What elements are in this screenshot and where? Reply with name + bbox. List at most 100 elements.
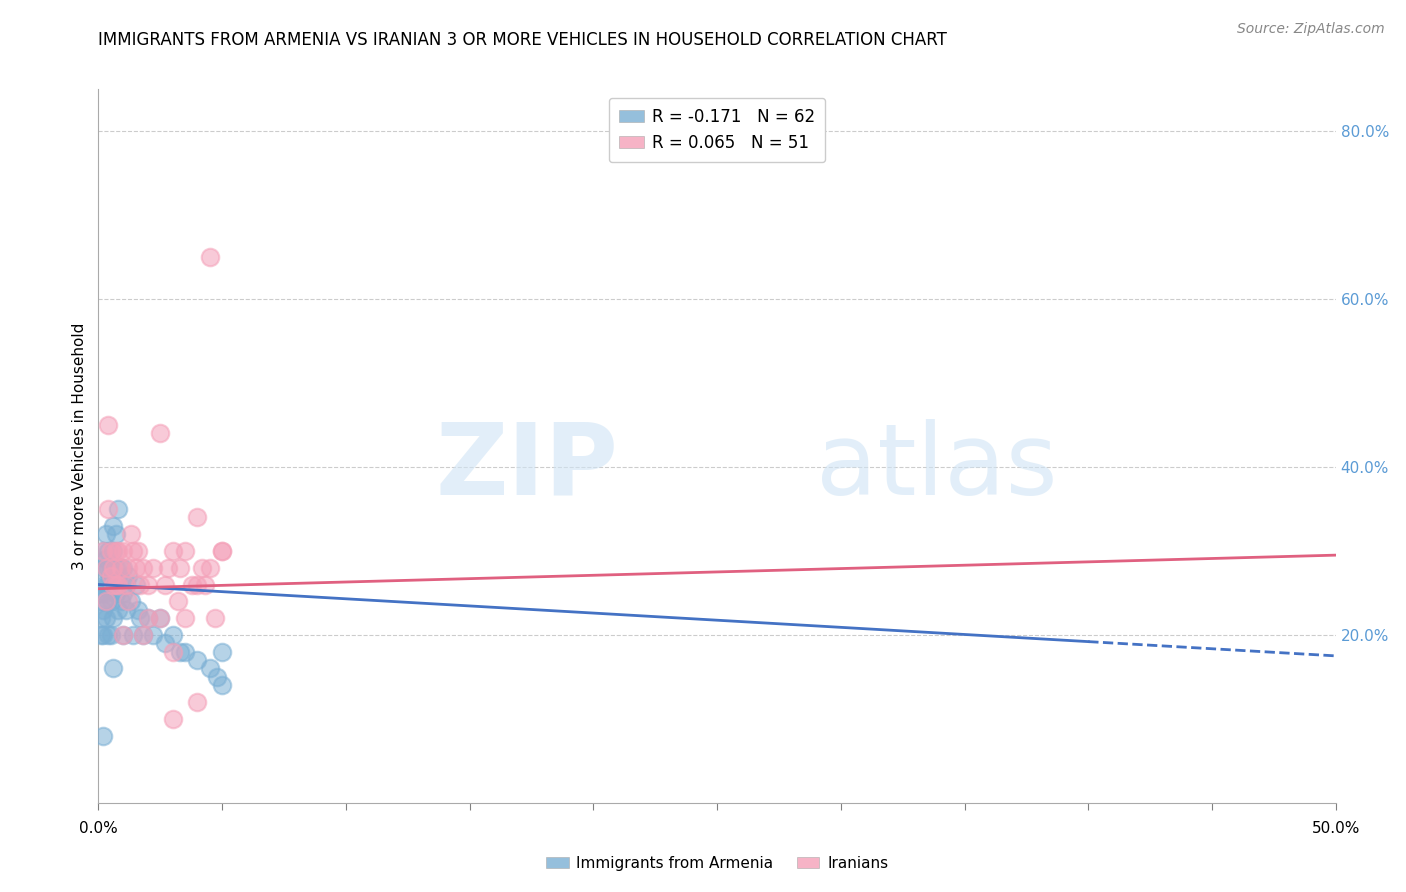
Point bbox=[211, 544, 233, 558]
Point bbox=[93, 544, 115, 558]
Point bbox=[107, 569, 129, 583]
Point bbox=[97, 560, 120, 574]
Point bbox=[97, 628, 120, 642]
Point bbox=[100, 560, 122, 574]
Point bbox=[104, 560, 127, 574]
Point bbox=[94, 560, 117, 574]
Point bbox=[94, 611, 117, 625]
Point bbox=[103, 611, 125, 625]
Point bbox=[120, 527, 142, 541]
Point bbox=[132, 560, 155, 574]
Point bbox=[129, 611, 152, 625]
Point bbox=[149, 426, 172, 441]
Point bbox=[100, 577, 122, 591]
Text: Source: ZipAtlas.com: Source: ZipAtlas.com bbox=[1237, 22, 1385, 37]
Point bbox=[112, 628, 135, 642]
Point bbox=[93, 603, 115, 617]
Point bbox=[97, 502, 120, 516]
Point bbox=[117, 560, 139, 574]
Text: atlas: atlas bbox=[815, 419, 1057, 516]
Point bbox=[142, 628, 165, 642]
Point bbox=[174, 611, 197, 625]
Point bbox=[186, 510, 208, 524]
Point bbox=[181, 577, 204, 591]
Point bbox=[103, 569, 125, 583]
Point bbox=[136, 577, 159, 591]
Point bbox=[94, 577, 117, 591]
Point bbox=[110, 560, 132, 574]
Point bbox=[169, 645, 191, 659]
Point bbox=[162, 628, 184, 642]
Point bbox=[198, 250, 221, 264]
Point bbox=[155, 577, 177, 591]
Point bbox=[103, 518, 125, 533]
Point bbox=[104, 527, 127, 541]
Point bbox=[211, 645, 233, 659]
Point bbox=[149, 611, 172, 625]
Point bbox=[107, 502, 129, 516]
Point bbox=[110, 560, 132, 574]
Point bbox=[94, 527, 117, 541]
Point bbox=[112, 586, 135, 600]
Point bbox=[136, 611, 159, 625]
Point bbox=[103, 577, 125, 591]
Point bbox=[194, 577, 217, 591]
Point bbox=[103, 560, 125, 574]
Point bbox=[191, 560, 214, 574]
Point bbox=[117, 569, 139, 583]
Point bbox=[211, 544, 233, 558]
Point bbox=[93, 594, 115, 608]
Point bbox=[211, 678, 233, 692]
Point bbox=[142, 560, 165, 574]
Text: 50.0%: 50.0% bbox=[1312, 821, 1360, 836]
Point bbox=[166, 594, 188, 608]
Point bbox=[112, 560, 135, 574]
Point bbox=[162, 645, 184, 659]
Point bbox=[107, 603, 129, 617]
Point bbox=[162, 712, 184, 726]
Point bbox=[127, 544, 149, 558]
Point bbox=[122, 628, 145, 642]
Point bbox=[124, 577, 146, 591]
Point bbox=[97, 544, 120, 558]
Point bbox=[94, 594, 117, 608]
Legend: Immigrants from Armenia, Iranians: Immigrants from Armenia, Iranians bbox=[540, 850, 894, 877]
Point bbox=[114, 577, 136, 591]
Point bbox=[122, 544, 145, 558]
Y-axis label: 3 or more Vehicles in Household: 3 or more Vehicles in Household bbox=[72, 322, 87, 570]
Point bbox=[100, 569, 122, 583]
Point bbox=[107, 577, 129, 591]
Point bbox=[186, 653, 208, 667]
Point bbox=[97, 594, 120, 608]
Point bbox=[204, 611, 226, 625]
Point bbox=[162, 544, 184, 558]
Point bbox=[90, 628, 112, 642]
Point bbox=[93, 729, 115, 743]
Point bbox=[93, 577, 115, 591]
Point bbox=[100, 544, 122, 558]
Point bbox=[100, 594, 122, 608]
Point bbox=[132, 628, 155, 642]
Point bbox=[110, 594, 132, 608]
Point bbox=[90, 611, 112, 625]
Point bbox=[97, 577, 120, 591]
Point bbox=[104, 544, 127, 558]
Point bbox=[117, 594, 139, 608]
Point bbox=[198, 560, 221, 574]
Point bbox=[186, 695, 208, 709]
Point bbox=[94, 552, 117, 566]
Point bbox=[156, 560, 179, 574]
Point bbox=[107, 544, 129, 558]
Point bbox=[114, 577, 136, 591]
Point bbox=[103, 661, 125, 675]
Point bbox=[174, 544, 197, 558]
Point bbox=[100, 628, 122, 642]
Point bbox=[93, 560, 115, 574]
Point bbox=[112, 544, 135, 558]
Point bbox=[149, 611, 172, 625]
Point bbox=[169, 560, 191, 574]
Point bbox=[205, 670, 228, 684]
Point bbox=[120, 594, 142, 608]
Point bbox=[93, 544, 115, 558]
Point bbox=[174, 645, 197, 659]
